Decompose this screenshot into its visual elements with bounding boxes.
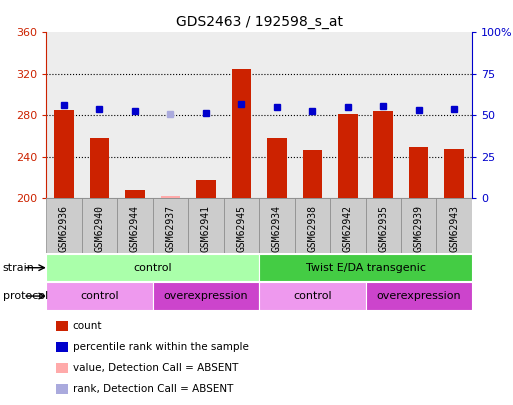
Text: GSM62937: GSM62937 xyxy=(165,205,175,252)
Text: overexpression: overexpression xyxy=(164,291,248,301)
Bar xyxy=(224,198,259,253)
Bar xyxy=(46,282,153,310)
Bar xyxy=(259,254,472,281)
Bar xyxy=(401,32,437,198)
Bar xyxy=(365,282,472,310)
Bar xyxy=(294,32,330,198)
Bar xyxy=(330,32,365,198)
Bar xyxy=(330,198,365,253)
Bar xyxy=(188,32,224,198)
Text: GSM62940: GSM62940 xyxy=(94,205,104,252)
Bar xyxy=(365,198,401,253)
Bar xyxy=(259,32,294,198)
Bar xyxy=(373,111,393,198)
Text: GSM62942: GSM62942 xyxy=(343,205,353,252)
Bar xyxy=(82,198,117,253)
Text: control: control xyxy=(133,263,172,273)
Bar xyxy=(152,198,188,253)
Bar xyxy=(117,32,152,198)
Bar xyxy=(196,180,215,198)
Bar xyxy=(267,138,287,198)
Text: control: control xyxy=(293,291,331,301)
Text: control: control xyxy=(80,291,119,301)
Bar xyxy=(338,114,358,198)
Bar xyxy=(409,147,428,198)
Text: protocol: protocol xyxy=(3,291,48,301)
Text: GSM62939: GSM62939 xyxy=(414,205,424,252)
Bar xyxy=(46,198,82,253)
Text: GSM62943: GSM62943 xyxy=(449,205,459,252)
Bar xyxy=(161,196,180,198)
Text: GSM62938: GSM62938 xyxy=(307,205,317,252)
Bar xyxy=(437,198,472,253)
Bar xyxy=(365,32,401,198)
Bar xyxy=(259,282,365,310)
Text: GSM62936: GSM62936 xyxy=(59,205,69,252)
Bar xyxy=(46,32,82,198)
Bar xyxy=(401,198,437,253)
Bar xyxy=(188,198,224,253)
Text: count: count xyxy=(73,321,103,331)
Bar xyxy=(117,198,152,253)
Bar xyxy=(231,69,251,198)
Bar xyxy=(46,254,259,281)
Text: strain: strain xyxy=(3,263,34,273)
Text: rank, Detection Call = ABSENT: rank, Detection Call = ABSENT xyxy=(73,384,233,394)
Text: percentile rank within the sample: percentile rank within the sample xyxy=(73,342,249,352)
Bar xyxy=(125,190,145,198)
Bar xyxy=(294,198,330,253)
Bar xyxy=(303,150,322,198)
Text: GSM62941: GSM62941 xyxy=(201,205,211,252)
Bar xyxy=(444,149,464,198)
Bar xyxy=(224,32,259,198)
Bar xyxy=(90,138,109,198)
Text: GSM62944: GSM62944 xyxy=(130,205,140,252)
Text: value, Detection Call = ABSENT: value, Detection Call = ABSENT xyxy=(73,363,238,373)
Text: Twist E/DA transgenic: Twist E/DA transgenic xyxy=(306,263,425,273)
Text: GSM62945: GSM62945 xyxy=(236,205,246,252)
Bar xyxy=(54,110,74,198)
Bar xyxy=(82,32,117,198)
Text: GSM62935: GSM62935 xyxy=(378,205,388,252)
Title: GDS2463 / 192598_s_at: GDS2463 / 192598_s_at xyxy=(175,15,343,29)
Bar xyxy=(259,198,294,253)
Bar xyxy=(437,32,472,198)
Text: GSM62934: GSM62934 xyxy=(272,205,282,252)
Text: overexpression: overexpression xyxy=(377,291,461,301)
Bar xyxy=(153,282,259,310)
Bar xyxy=(152,32,188,198)
